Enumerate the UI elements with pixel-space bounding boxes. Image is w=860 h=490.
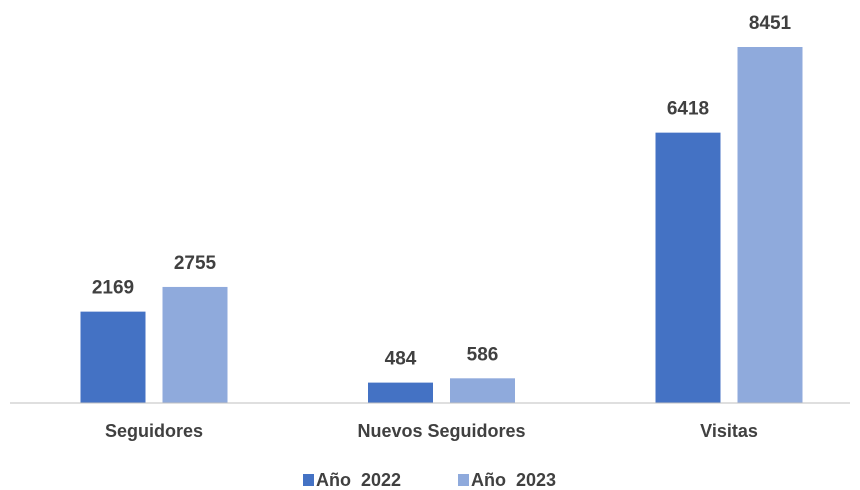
- bar: [655, 132, 721, 404]
- bar: [80, 311, 146, 403]
- data-label: 6418: [667, 99, 709, 120]
- x-tick-label: Visitas: [700, 421, 758, 441]
- legend-swatch: [458, 474, 469, 486]
- legend-swatch: [303, 474, 314, 486]
- x-tick-label: Nuevos Seguidores: [357, 421, 525, 441]
- bar: [737, 47, 803, 403]
- x-tick-label: Seguidores: [105, 421, 203, 441]
- data-label: 2755: [174, 253, 217, 274]
- legend-label: Año 2022: [316, 470, 401, 490]
- bar: [368, 382, 433, 403]
- legend-label: Año 2023: [471, 470, 556, 490]
- bar: [162, 286, 228, 403]
- bar: [450, 378, 515, 403]
- data-label: 8451: [749, 13, 792, 34]
- data-label: 2169: [92, 278, 134, 299]
- data-label: 484: [385, 349, 417, 370]
- data-label: 586: [467, 344, 499, 365]
